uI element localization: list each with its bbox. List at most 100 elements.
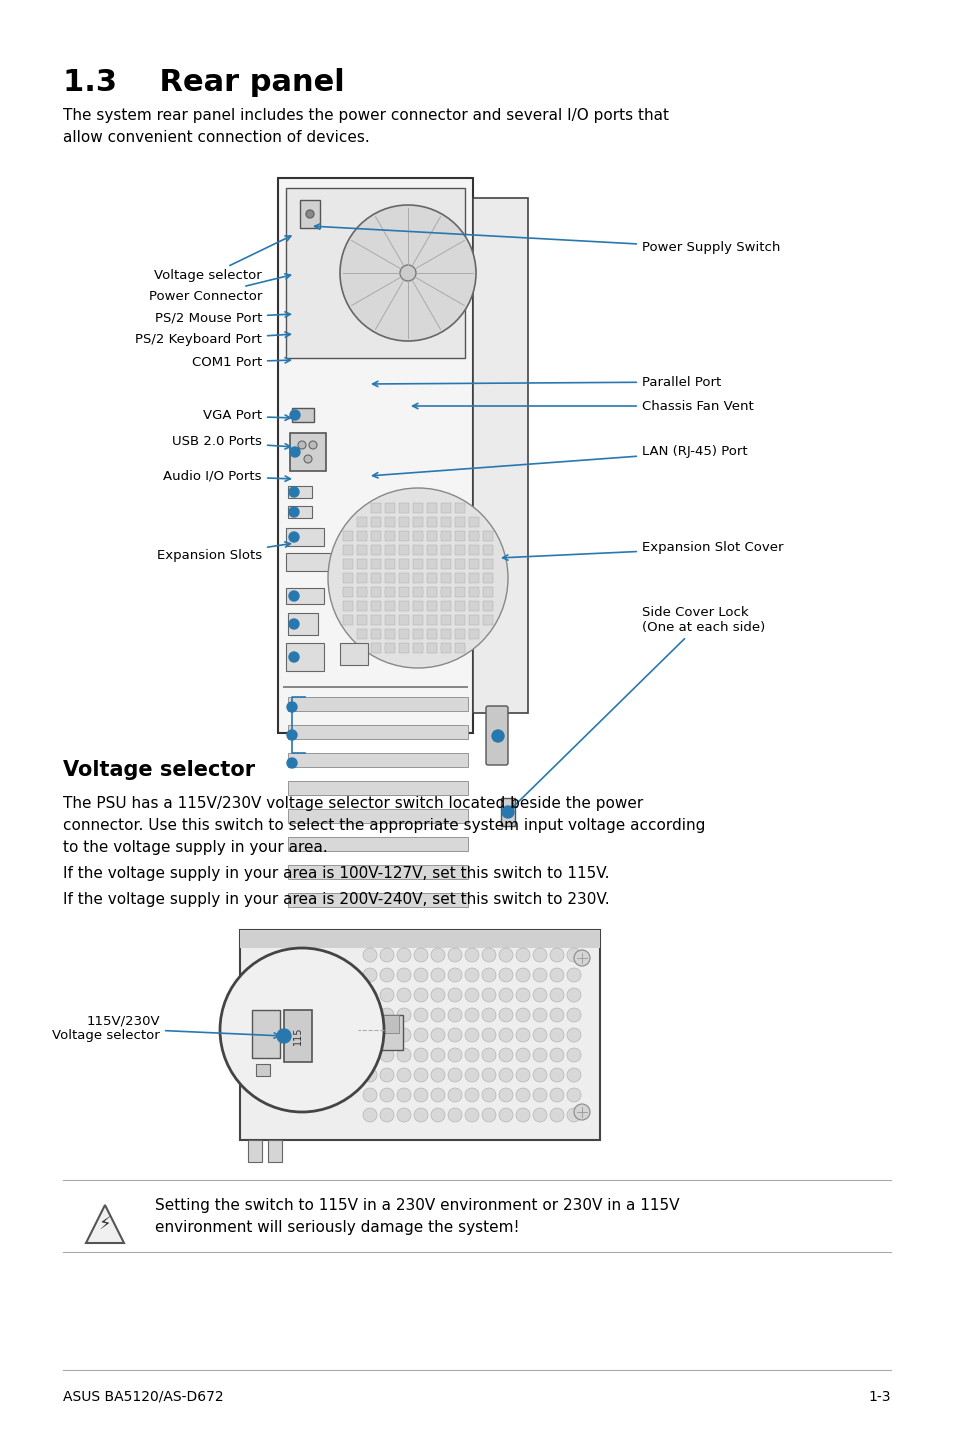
Circle shape bbox=[566, 1028, 580, 1043]
FancyBboxPatch shape bbox=[440, 572, 451, 582]
Circle shape bbox=[396, 1089, 411, 1102]
Circle shape bbox=[550, 968, 563, 982]
Circle shape bbox=[309, 441, 316, 449]
Circle shape bbox=[492, 731, 503, 742]
FancyBboxPatch shape bbox=[288, 781, 468, 795]
Circle shape bbox=[448, 988, 461, 1002]
Circle shape bbox=[481, 1089, 496, 1102]
Circle shape bbox=[379, 1028, 394, 1043]
FancyBboxPatch shape bbox=[371, 628, 380, 638]
Circle shape bbox=[396, 968, 411, 982]
Circle shape bbox=[363, 1048, 376, 1063]
Circle shape bbox=[574, 951, 589, 966]
FancyBboxPatch shape bbox=[413, 531, 422, 541]
Circle shape bbox=[304, 454, 312, 463]
Circle shape bbox=[448, 948, 461, 962]
Circle shape bbox=[498, 1109, 513, 1122]
FancyBboxPatch shape bbox=[240, 930, 599, 1140]
Text: 115: 115 bbox=[293, 1027, 303, 1045]
Circle shape bbox=[448, 1089, 461, 1102]
Text: Expansion Slots: Expansion Slots bbox=[156, 542, 290, 562]
Circle shape bbox=[550, 1028, 563, 1043]
Circle shape bbox=[566, 988, 580, 1002]
FancyBboxPatch shape bbox=[440, 601, 451, 611]
Circle shape bbox=[566, 1008, 580, 1022]
Circle shape bbox=[431, 1008, 444, 1022]
FancyBboxPatch shape bbox=[371, 643, 380, 653]
FancyBboxPatch shape bbox=[469, 615, 478, 626]
Circle shape bbox=[550, 948, 563, 962]
FancyBboxPatch shape bbox=[385, 545, 395, 555]
Text: Parallel Port: Parallel Port bbox=[373, 375, 720, 388]
FancyBboxPatch shape bbox=[385, 587, 395, 597]
FancyBboxPatch shape bbox=[482, 601, 493, 611]
FancyBboxPatch shape bbox=[455, 559, 464, 569]
Text: If the voltage supply in your area is 100V-127V, set this switch to 115V.: If the voltage supply in your area is 10… bbox=[63, 866, 609, 881]
Circle shape bbox=[550, 1008, 563, 1022]
Text: 1-3: 1-3 bbox=[867, 1391, 890, 1403]
Circle shape bbox=[448, 1109, 461, 1122]
Circle shape bbox=[414, 1109, 428, 1122]
Circle shape bbox=[481, 1028, 496, 1043]
FancyBboxPatch shape bbox=[440, 628, 451, 638]
FancyBboxPatch shape bbox=[343, 587, 353, 597]
Circle shape bbox=[287, 731, 296, 741]
Circle shape bbox=[379, 1048, 394, 1063]
Circle shape bbox=[379, 948, 394, 962]
FancyBboxPatch shape bbox=[288, 893, 468, 907]
Text: VGA Port: VGA Port bbox=[203, 410, 290, 423]
FancyBboxPatch shape bbox=[356, 587, 367, 597]
Text: Chassis Fan Vent: Chassis Fan Vent bbox=[413, 400, 753, 413]
Circle shape bbox=[431, 968, 444, 982]
FancyBboxPatch shape bbox=[248, 1140, 262, 1162]
Circle shape bbox=[306, 210, 314, 219]
Circle shape bbox=[550, 988, 563, 1002]
Circle shape bbox=[533, 968, 546, 982]
FancyBboxPatch shape bbox=[375, 1015, 402, 1050]
Text: Voltage selector: Voltage selector bbox=[63, 761, 254, 779]
Text: Power Supply Switch: Power Supply Switch bbox=[314, 224, 780, 255]
FancyBboxPatch shape bbox=[371, 545, 380, 555]
FancyBboxPatch shape bbox=[288, 506, 312, 518]
FancyBboxPatch shape bbox=[413, 503, 422, 513]
Circle shape bbox=[516, 1048, 530, 1063]
FancyBboxPatch shape bbox=[413, 559, 422, 569]
Text: 1.3    Rear panel: 1.3 Rear panel bbox=[63, 68, 344, 96]
Circle shape bbox=[516, 1109, 530, 1122]
Circle shape bbox=[431, 1068, 444, 1081]
FancyBboxPatch shape bbox=[299, 200, 319, 229]
FancyBboxPatch shape bbox=[292, 408, 314, 421]
FancyBboxPatch shape bbox=[398, 545, 409, 555]
FancyBboxPatch shape bbox=[371, 559, 380, 569]
Circle shape bbox=[431, 1089, 444, 1102]
FancyBboxPatch shape bbox=[378, 1015, 398, 1032]
FancyBboxPatch shape bbox=[482, 559, 493, 569]
FancyBboxPatch shape bbox=[343, 559, 353, 569]
FancyBboxPatch shape bbox=[500, 798, 515, 825]
Circle shape bbox=[327, 1020, 343, 1035]
Circle shape bbox=[464, 988, 478, 1002]
Circle shape bbox=[498, 1089, 513, 1102]
FancyBboxPatch shape bbox=[385, 518, 395, 526]
FancyBboxPatch shape bbox=[240, 930, 599, 948]
Circle shape bbox=[289, 532, 298, 542]
FancyBboxPatch shape bbox=[469, 545, 478, 555]
FancyBboxPatch shape bbox=[343, 531, 353, 541]
FancyBboxPatch shape bbox=[427, 628, 436, 638]
FancyBboxPatch shape bbox=[455, 643, 464, 653]
Circle shape bbox=[566, 948, 580, 962]
Circle shape bbox=[516, 1089, 530, 1102]
Circle shape bbox=[533, 988, 546, 1002]
Text: 115V/230V
Voltage selector: 115V/230V Voltage selector bbox=[52, 1014, 279, 1043]
Circle shape bbox=[481, 968, 496, 982]
Circle shape bbox=[464, 1008, 478, 1022]
Circle shape bbox=[414, 1008, 428, 1022]
Circle shape bbox=[566, 1068, 580, 1081]
Circle shape bbox=[501, 807, 514, 818]
Text: Expansion Slot Cover: Expansion Slot Cover bbox=[502, 542, 782, 561]
Circle shape bbox=[301, 1020, 316, 1035]
FancyBboxPatch shape bbox=[343, 601, 353, 611]
FancyBboxPatch shape bbox=[356, 615, 367, 626]
Circle shape bbox=[448, 968, 461, 982]
FancyBboxPatch shape bbox=[283, 686, 468, 687]
